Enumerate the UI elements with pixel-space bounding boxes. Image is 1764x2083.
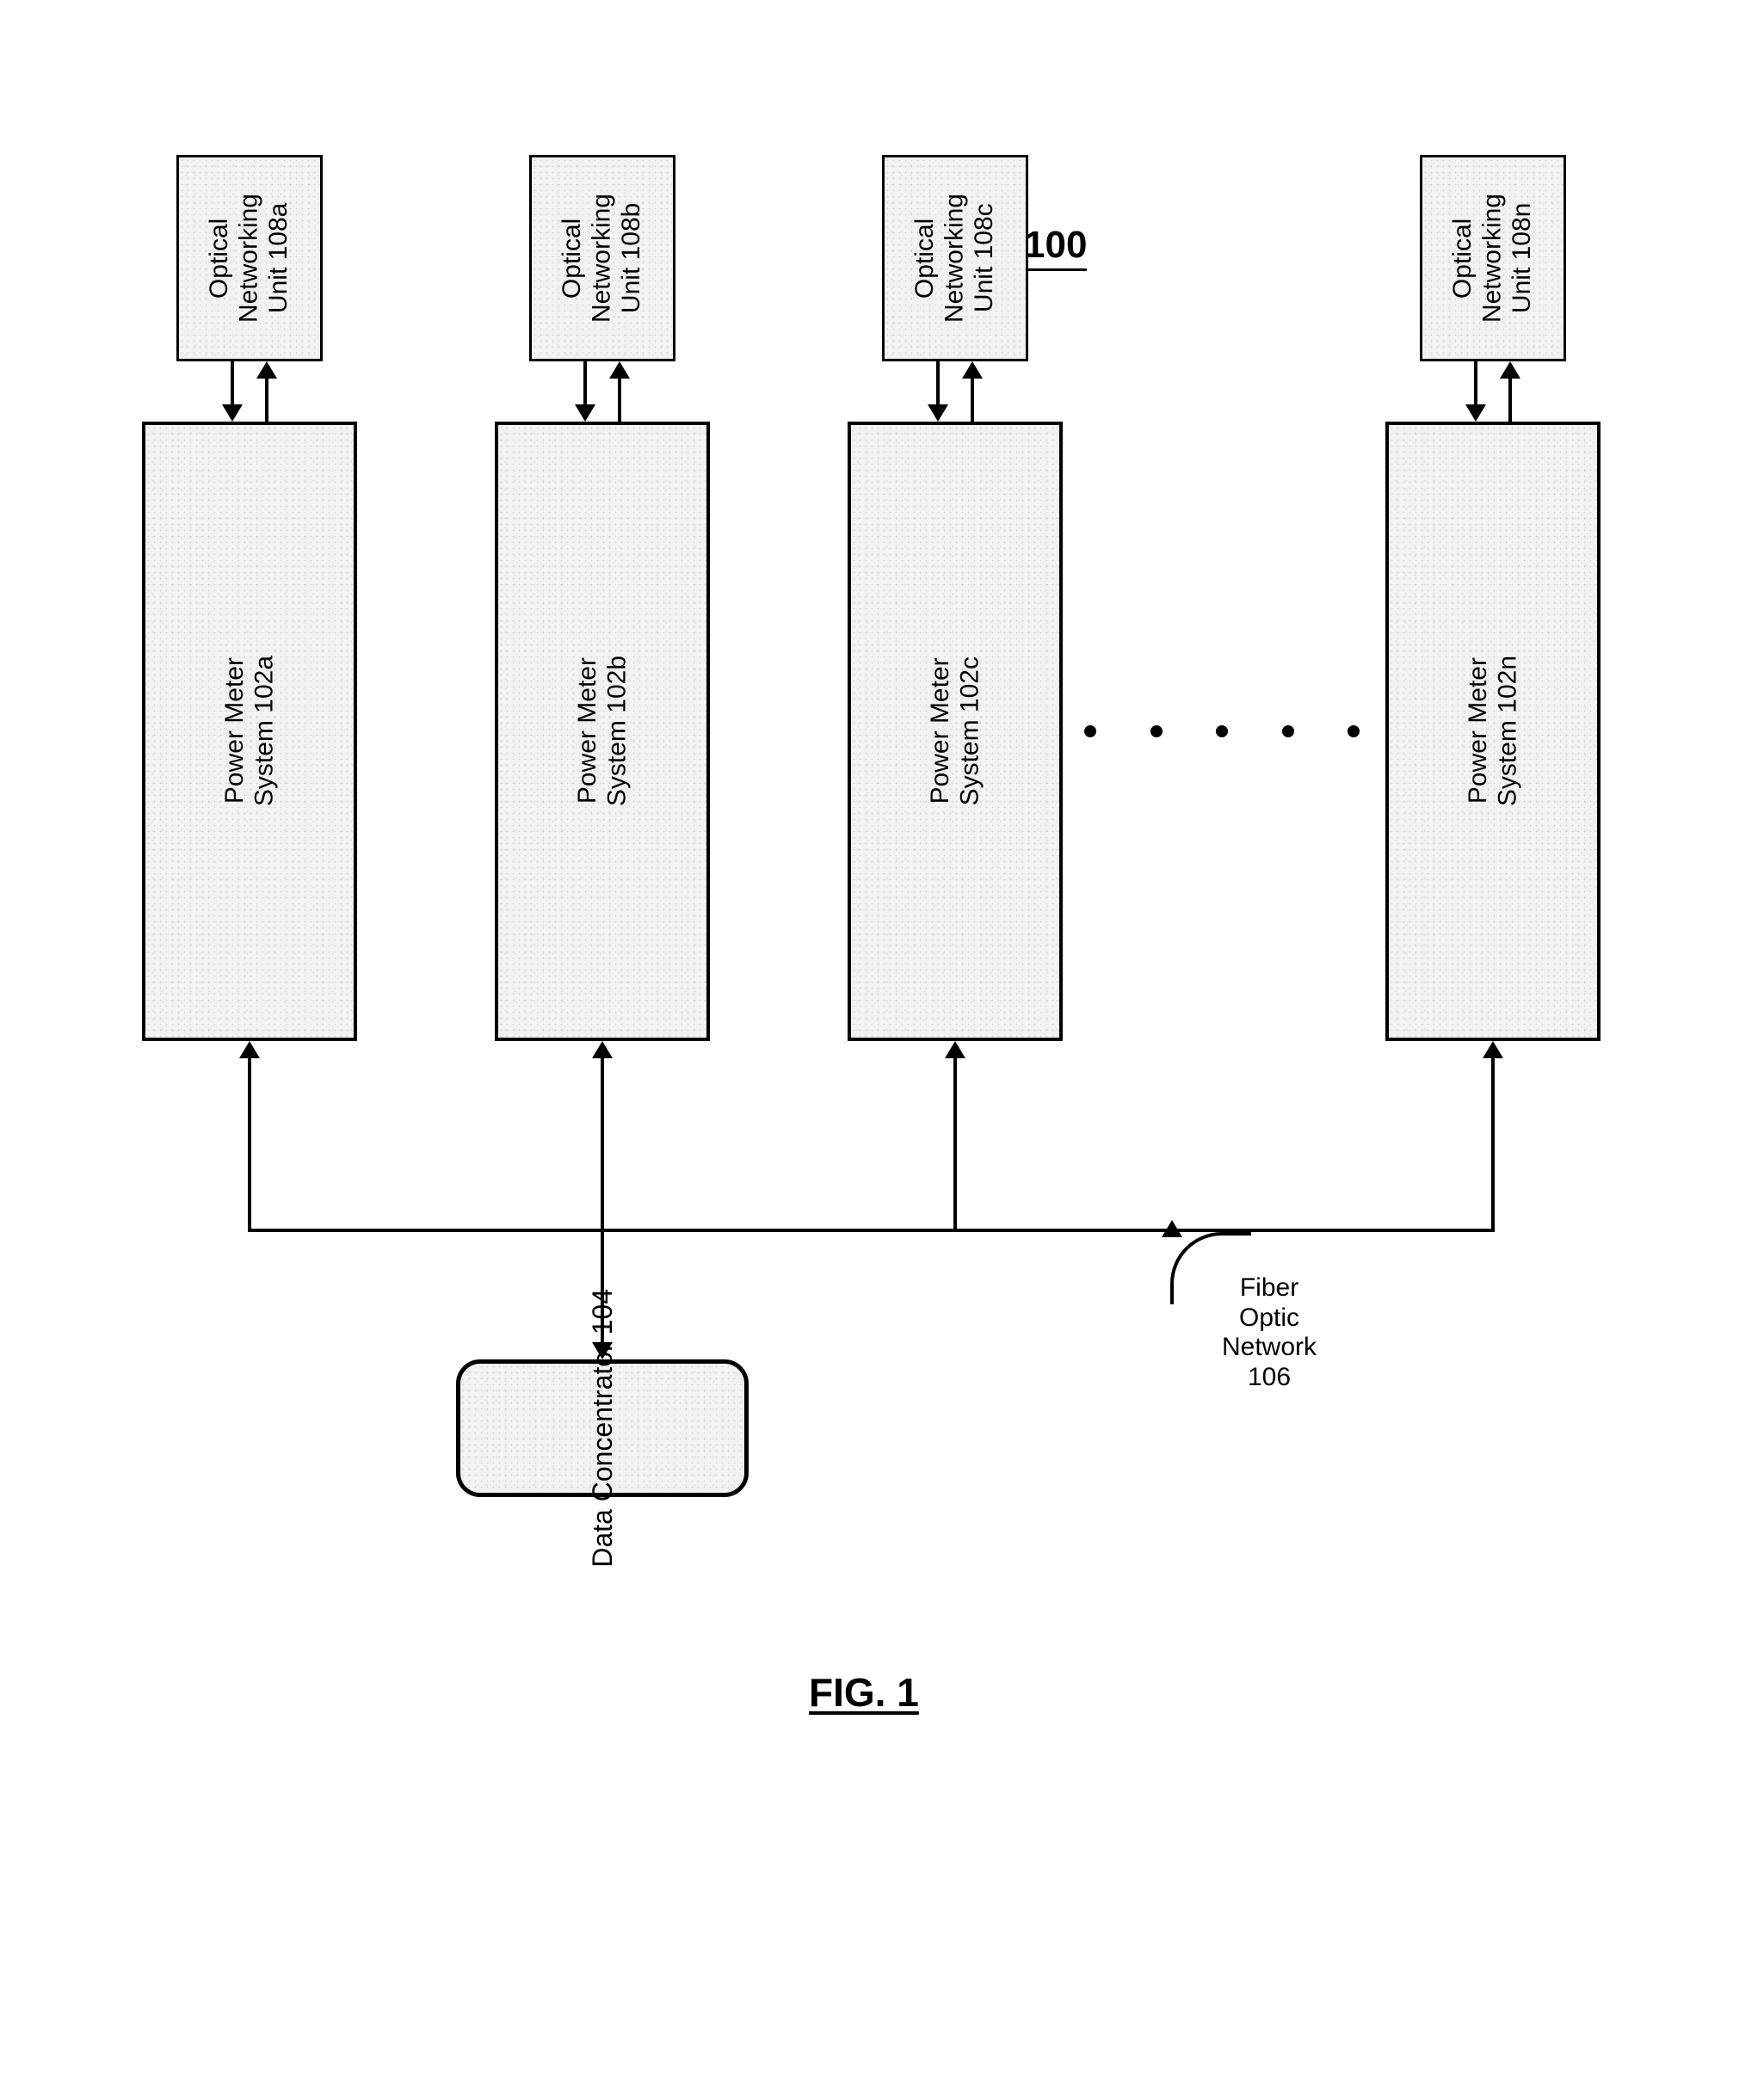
arrowhead [1500, 361, 1520, 379]
arrowhead [1465, 404, 1486, 422]
arrowhead [928, 404, 948, 422]
fiber-optic-bus [248, 1229, 1495, 1232]
pms-label: Power Meter System 102c [926, 656, 985, 805]
edge-pms-to-onu [265, 377, 268, 422]
ellipsis-dot [1216, 725, 1228, 737]
power-meter-system: Power Meter System 102n [1385, 422, 1601, 1041]
fiber-optic-label-line: Network [1222, 1333, 1317, 1363]
data-concentrator: Data Concentrator 104 [456, 1359, 749, 1497]
ellipsis-dot [1282, 725, 1294, 737]
edge-bus-to-pms [953, 1057, 957, 1230]
arrowhead [575, 404, 595, 422]
edge-onu-to-pms [583, 361, 587, 406]
edge-onu-to-pms [936, 361, 940, 406]
edge-pms-to-onu [618, 377, 621, 422]
ellipsis-dot [1348, 725, 1360, 737]
figure-caption: FIG. 1 [809, 1669, 919, 1716]
ellipsis-dot [1150, 725, 1163, 737]
arrowhead [1483, 1041, 1503, 1058]
arrowhead [945, 1041, 965, 1058]
power-meter-system: Power Meter System 102c [848, 422, 1063, 1041]
arrowhead [222, 404, 243, 422]
fiber-optic-network-label: FiberOpticNetwork106 [1222, 1273, 1317, 1392]
onu-label: Optical Networking Unit 108n [1448, 194, 1538, 323]
optical-networking-unit: Optical Networking Unit 108a [176, 155, 323, 361]
fiber-optic-label-line: Fiber [1222, 1273, 1317, 1303]
pms-label: Power Meter System 102a [220, 656, 280, 806]
fiber-optic-label-line: Optic [1222, 1303, 1317, 1334]
figure-ref-number: 100 [1024, 224, 1087, 271]
edge-bus-to-pms [601, 1057, 604, 1230]
edge-bus-to-pms [1491, 1057, 1495, 1230]
onu-label: Optical Networking Unit 108a [205, 194, 294, 323]
arrowhead [256, 361, 277, 379]
edge-onu-to-pms [231, 361, 234, 406]
edge-onu-to-pms [1474, 361, 1477, 406]
power-meter-system: Power Meter System 102a [142, 422, 357, 1041]
optical-networking-unit: Optical Networking Unit 108b [529, 155, 675, 361]
onu-label: Optical Networking Unit 108b [558, 194, 647, 323]
ellipsis [1084, 725, 1360, 737]
onu-label: Optical Networking Unit 108c [910, 194, 1000, 323]
fiber-optic-label-line: 106 [1222, 1363, 1317, 1393]
edge-pms-to-onu [971, 377, 974, 422]
arrowhead [962, 361, 983, 379]
ellipsis-dot [1084, 725, 1096, 737]
optical-networking-unit: Optical Networking Unit 108c [882, 155, 1028, 361]
edge-pms-to-onu [1508, 377, 1512, 422]
pms-label: Power Meter System 102n [1464, 656, 1523, 806]
edge-bus-to-pms [248, 1057, 251, 1230]
data-concentrator-label: Data Concentrator 104 [587, 1289, 619, 1568]
power-meter-system: Power Meter System 102b [495, 422, 710, 1041]
arrowhead [1162, 1220, 1182, 1237]
pms-label: Power Meter System 102b [573, 656, 632, 806]
optical-networking-unit: Optical Networking Unit 108n [1420, 155, 1566, 361]
arrowhead [239, 1041, 260, 1058]
arrowhead [592, 1041, 613, 1058]
arrowhead [609, 361, 630, 379]
